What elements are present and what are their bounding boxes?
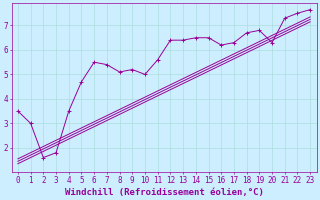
X-axis label: Windchill (Refroidissement éolien,°C): Windchill (Refroidissement éolien,°C) [65, 188, 263, 197]
